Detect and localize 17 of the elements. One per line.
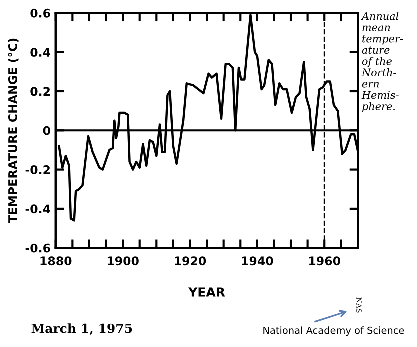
- text: March 1, 1975: [32, 324, 132, 336]
- y-axis-title: TEMPERATURE CHANGE (°C): [8, 38, 19, 224]
- x-tick-label: 1900: [108, 256, 139, 266]
- y-tick-label: 0.2: [30, 87, 50, 96]
- y-tick-label: -0.4: [26, 204, 50, 214]
- text: Annual mean temper- ature of the North- ern Hemis- phere.: [361, 12, 404, 112]
- y-tick-label: 0: [43, 126, 50, 136]
- x-tick-label: 1960: [310, 256, 340, 266]
- x-tick-label: 1940: [242, 256, 274, 266]
- x-tick-label: 1880: [40, 256, 72, 266]
- x-axis-title: YEAR: [188, 288, 226, 297]
- y-tick-label: -0.2: [26, 166, 50, 174]
- x-tick-label: 1920: [175, 256, 206, 266]
- y-tick-label: -0.6: [26, 244, 50, 253]
- y-tick-label: 0.6: [30, 8, 50, 18]
- text: National Academy of Science: [264, 326, 404, 336]
- y-tick-label: 0.4: [30, 48, 50, 57]
